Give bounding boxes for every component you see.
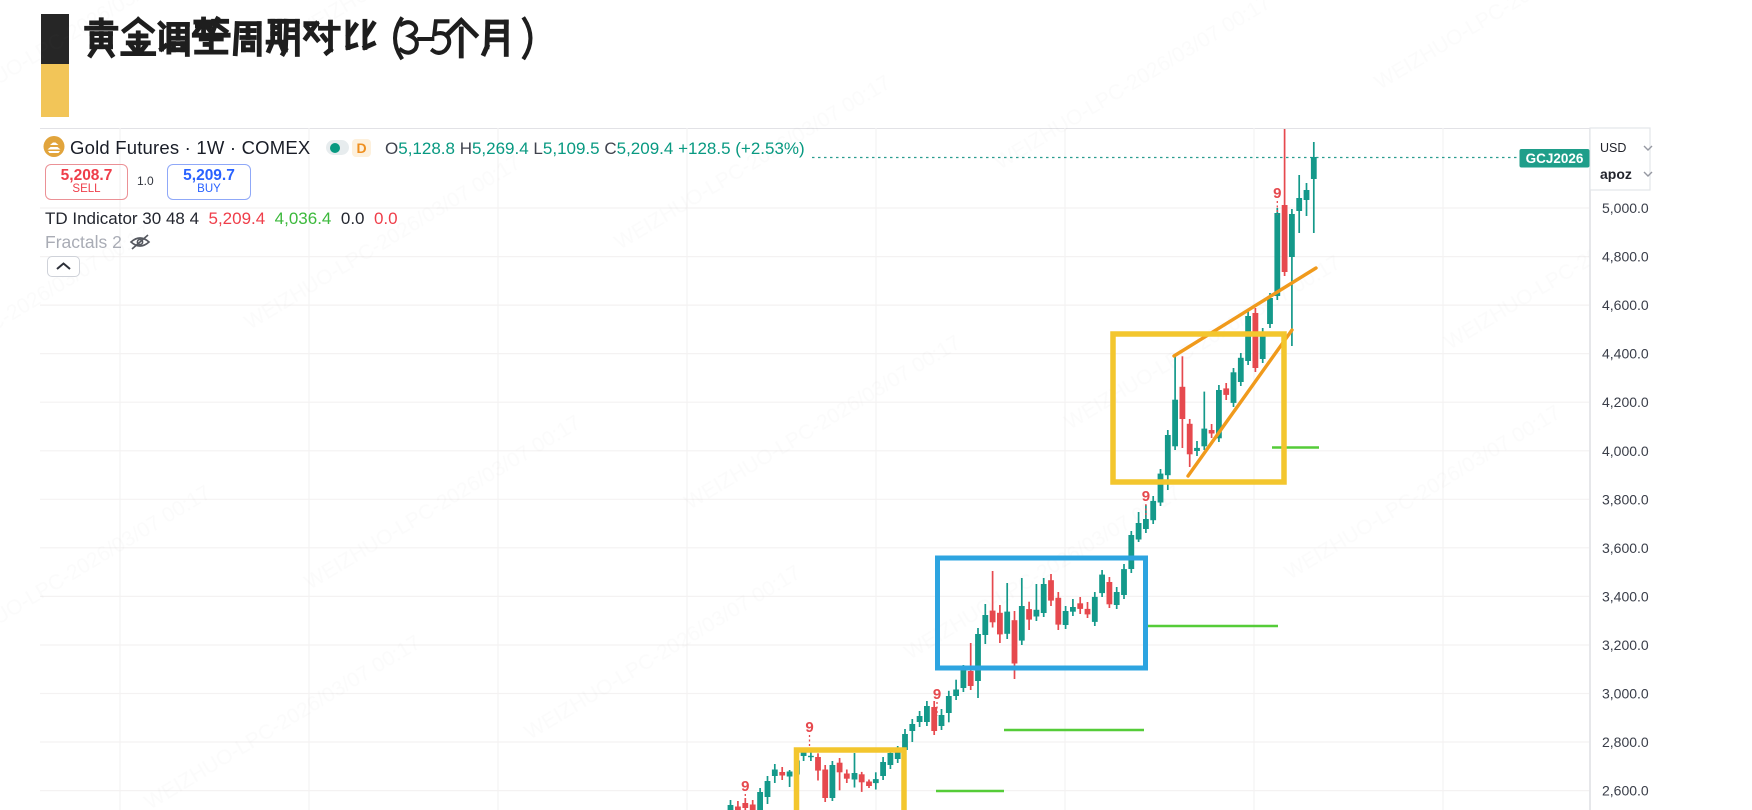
svg-text:9: 9: [1142, 488, 1150, 505]
svg-text:WEIZHUO-LPC-2026/03/07 00:17: WEIZHUO-LPC-2026/03/07 00:17: [1371, 0, 1655, 94]
svg-text:USD: USD: [1600, 141, 1626, 155]
svg-text:WEIZHUO-LPC-2026/03/07 00:17: WEIZHUO-LPC-2026/03/07 00:17: [241, 151, 525, 334]
svg-text:WEIZHUO-LPC-2026/03/07 00:17: WEIZHUO-LPC-2026/03/07 00:17: [901, 481, 1185, 664]
svg-text:2,600.0: 2,600.0: [1602, 783, 1649, 799]
svg-text:9: 9: [933, 686, 941, 703]
svg-text:9: 9: [1273, 185, 1281, 202]
svg-text:WEIZHUO-LPC-2026/03/07 00:17: WEIZHUO-LPC-2026/03/07 00:17: [611, 71, 895, 254]
svg-text:3,600.0: 3,600.0: [1602, 540, 1649, 556]
svg-text:9: 9: [741, 778, 749, 795]
svg-text:4,800.0: 4,800.0: [1602, 249, 1649, 265]
svg-text:2,800.0: 2,800.0: [1602, 734, 1649, 750]
svg-text:3,800.0: 3,800.0: [1602, 491, 1649, 507]
svg-text:3,000.0: 3,000.0: [1602, 686, 1649, 702]
svg-text:GCJ2026: GCJ2026: [1526, 151, 1584, 166]
svg-text:WEIZHUO-LPC-2026/03/07 00:17: WEIZHUO-LPC-2026/03/07 00:17: [521, 561, 805, 744]
svg-text:apoz: apoz: [1600, 166, 1632, 182]
svg-text:4,400.0: 4,400.0: [1602, 346, 1649, 362]
svg-text:9: 9: [805, 719, 813, 736]
svg-text:WEIZHUO-LPC-2026/03/07 00:17: WEIZHUO-LPC-2026/03/07 00:17: [141, 631, 425, 810]
svg-text:WEIZHUO-LPC-2026/03/07 00:17: WEIZHUO-LPC-2026/03/07 00:17: [991, 0, 1275, 174]
svg-text:3,200.0: 3,200.0: [1602, 637, 1649, 653]
svg-text:3,400.0: 3,400.0: [1602, 588, 1649, 604]
svg-text:WEIZHUO-LPC-2026/03/07 00:17: WEIZHUO-LPC-2026/03/07 00:17: [0, 0, 215, 124]
svg-text:4,600.0: 4,600.0: [1602, 297, 1649, 313]
svg-text:WEIZHUO-LPC-2026/03/07 00:17: WEIZHUO-LPC-2026/03/07 00:17: [291, 0, 575, 44]
svg-text:WEIZHUO-LPC-2026/03/07 00:17: WEIZHUO-LPC-2026/03/07 00:17: [0, 481, 215, 664]
svg-text:WEIZHUO-LPC-2026/03/07 00:17: WEIZHUO-LPC-2026/03/07 00:17: [1281, 401, 1565, 584]
svg-text:WEIZHUO-LPC-2026/03/07 00:17: WEIZHUO-LPC-2026/03/07 00:17: [301, 411, 585, 594]
svg-text:WEIZHUO-LPC-2026/03/07 00:17: WEIZHUO-LPC-2026/03/07 00:17: [681, 331, 965, 514]
svg-text:4,000.0: 4,000.0: [1602, 443, 1649, 459]
svg-text:4,200.0: 4,200.0: [1602, 394, 1649, 410]
svg-text:5,000.0: 5,000.0: [1602, 200, 1649, 216]
